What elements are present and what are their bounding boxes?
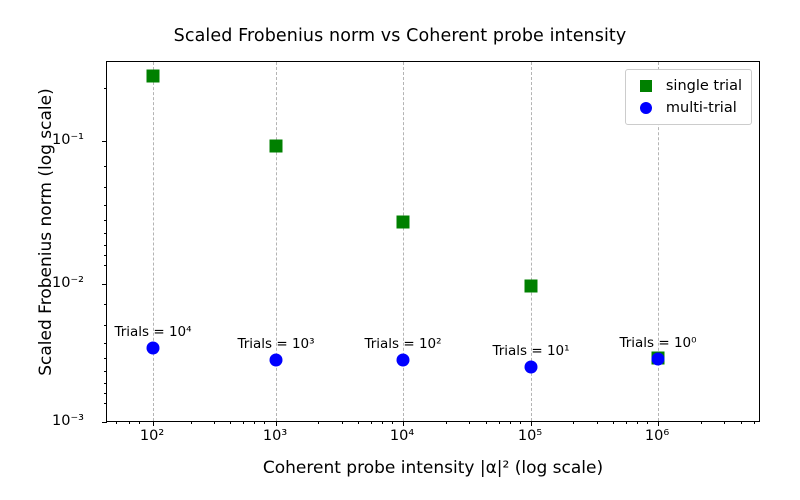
ytick-minor [104, 166, 107, 167]
xtick-minor [520, 421, 521, 424]
xtick-minor [358, 421, 359, 424]
xtick-minor [214, 421, 215, 424]
xtick-label-1e5: 10⁵ [517, 428, 543, 444]
gridline-1e2 [153, 62, 154, 421]
xtick-label-1e3: 10³ [262, 428, 288, 444]
data-point-multi-trial [146, 341, 160, 355]
ytick-minor [104, 265, 107, 266]
xtick-minor [191, 421, 192, 424]
gridline-1e6 [658, 62, 659, 421]
xtick-major-1e2 [153, 421, 154, 426]
ytick-minor [104, 245, 107, 246]
data-point-multi-trial [269, 353, 283, 367]
annotation-trials-1e1: Trials = 10¹ [492, 343, 570, 359]
xtick-minor [318, 421, 319, 424]
xtick-minor [371, 421, 372, 424]
ytick-label-1e-2: 10⁻² [52, 275, 84, 291]
legend-circle-icon [633, 102, 659, 114]
ytick-minor [104, 304, 107, 305]
ytick-label-1e-1: 10⁻¹ [52, 132, 84, 148]
data-point-single-trial [146, 69, 160, 83]
xtick-minor [264, 421, 265, 424]
gridline-1e5 [531, 62, 532, 421]
ytick-minor [104, 371, 107, 372]
data-point-single-trial [396, 215, 410, 229]
xtick-minor [139, 421, 140, 424]
annotation-trials-1e3: Trials = 10³ [237, 336, 315, 352]
xtick-label-1e6: 10⁶ [644, 428, 670, 444]
xtick-minor [647, 421, 648, 424]
legend-entry-single-trial: single trial [633, 75, 742, 97]
ytick-minor [104, 205, 107, 206]
xtick-minor [597, 421, 598, 424]
gridline-1e3 [276, 62, 277, 421]
data-point-single-trial [269, 139, 283, 153]
xtick-minor [613, 421, 614, 424]
legend: single trial multi-trial [624, 69, 752, 125]
ytick-minor [104, 393, 107, 394]
xtick-minor [469, 421, 470, 424]
data-point-multi-trial [396, 353, 410, 367]
xtick-minor [392, 421, 393, 424]
xtick-minor [724, 421, 725, 424]
ytick-minor [104, 88, 107, 89]
chart-title: Scaled Frobenius norm vs Coherent probe … [173, 26, 627, 46]
legend-entry-multi-trial: multi-trial [633, 97, 742, 119]
xtick-minor [129, 421, 130, 424]
annotation-trials-1e4: Trials = 10⁴ [114, 324, 192, 340]
ytick-major-1e-3 [102, 422, 107, 423]
legend-square-icon [633, 80, 659, 92]
ytick-minor [104, 187, 107, 188]
annotation-trials-1e2: Trials = 10² [364, 336, 442, 352]
xtick-minor [116, 421, 117, 424]
xtick-minor [230, 421, 231, 424]
ytick-minor [104, 383, 107, 384]
xtick-minor [499, 421, 500, 424]
annotation-trials-1e0: Trials = 10⁰ [619, 335, 697, 351]
xtick-label-1e2: 10² [139, 428, 165, 444]
xtick-minor [486, 421, 487, 424]
xtick-major-1e3 [276, 421, 277, 426]
xtick-major-1e4 [403, 421, 404, 426]
xtick-minor [510, 421, 511, 424]
data-point-multi-trial [651, 352, 665, 366]
legend-label-single-trial: single trial [665, 78, 742, 94]
xtick-minor [754, 421, 755, 424]
xtick-minor [243, 421, 244, 424]
data-point-multi-trial [524, 360, 538, 374]
xtick-minor [382, 421, 383, 424]
xtick-major-1e5 [531, 421, 532, 426]
ytick-minor [104, 358, 107, 359]
ytick-minor [104, 233, 107, 234]
data-point-single-trial [524, 279, 538, 293]
xtick-minor [446, 421, 447, 424]
legend-label-multi-trial: multi-trial [665, 100, 737, 116]
x-axis-label: Coherent probe intensity |α|² (log scale… [262, 458, 604, 478]
xtick-minor [626, 421, 627, 424]
ytick-minor [104, 255, 107, 256]
ytick-major-1e-2 [102, 284, 107, 285]
ytick-minor [104, 325, 107, 326]
ytick-label-1e-3: 10⁻³ [52, 413, 84, 429]
ytick-minor [104, 343, 107, 344]
xtick-minor [701, 421, 702, 424]
xtick-minor [254, 421, 255, 424]
plot-area: Trials = 10⁴ Trials = 10³ Trials = 10² T… [102, 61, 760, 426]
ytick-minor [104, 403, 107, 404]
ytick-major-1e-1 [102, 141, 107, 142]
y-axis-label: Scaled Frobenius norm (log scale) [36, 88, 56, 376]
xtick-minor [573, 421, 574, 424]
xtick-major-1e6 [658, 421, 659, 426]
ytick-minor [104, 220, 107, 221]
xtick-label-1e4: 10⁴ [389, 428, 415, 444]
xtick-minor [342, 421, 343, 424]
xtick-minor [741, 421, 742, 424]
gridline-1e4 [403, 62, 404, 421]
xtick-minor [637, 421, 638, 424]
